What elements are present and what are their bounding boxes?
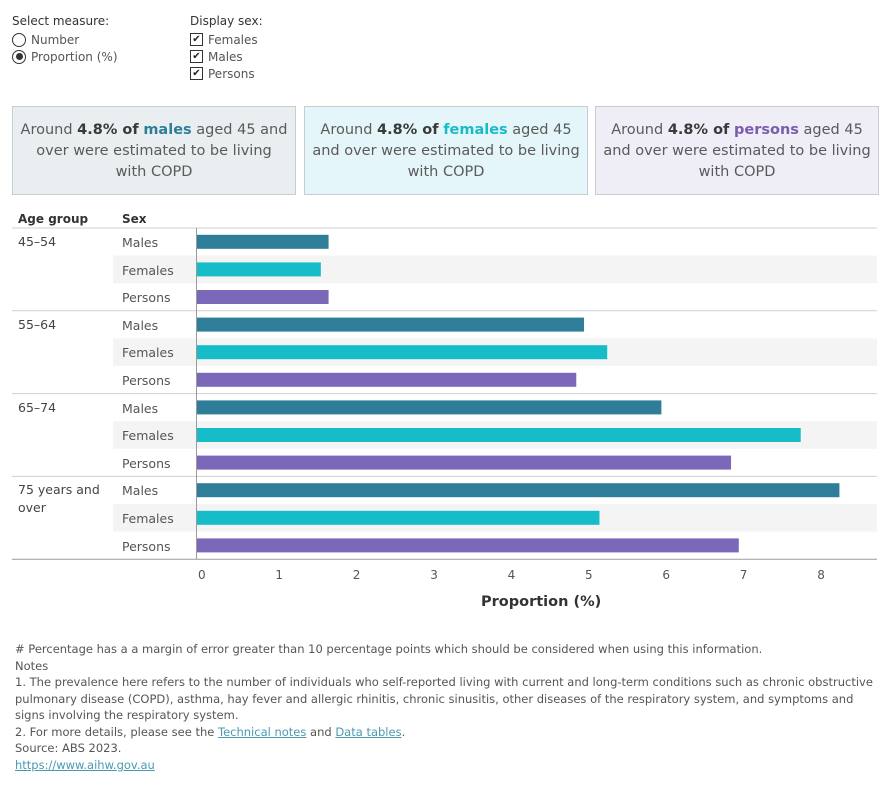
- bar-females[interactable]: [197, 510, 600, 525]
- sex-label: Persons: [122, 538, 171, 554]
- card-group: males: [143, 122, 192, 138]
- card-value: 4.8% of: [377, 122, 439, 138]
- sex-title: Display sex:: [190, 14, 263, 28]
- bar-males[interactable]: [197, 317, 584, 332]
- measure-title: Select measure:: [12, 14, 110, 28]
- females-checkbox[interactable]: ✔: [190, 33, 203, 46]
- card-suffix: aged 45 and over were estimated to be li…: [312, 122, 580, 180]
- x-tick-label: 0: [198, 568, 206, 582]
- sex-label: Persons: [122, 290, 171, 306]
- x-axis-title: Proportion (%): [481, 594, 602, 610]
- measure-proportion-radio[interactable]: [12, 49, 26, 64]
- x-tick-label: 8: [817, 568, 825, 582]
- x-tick-label: 4: [507, 568, 516, 582]
- card-prefix: Around: [611, 122, 668, 138]
- sex-header: Sex: [122, 212, 147, 226]
- bar-persons[interactable]: [197, 372, 577, 387]
- sex-label: Females: [122, 345, 174, 361]
- sex-label: Females: [122, 511, 174, 526]
- sex-control: Display sex: ✔ Females ✔ Males ✔ Persons: [190, 14, 263, 82]
- x-tick-label: 1: [275, 568, 284, 582]
- bar-males[interactable]: [197, 400, 662, 415]
- persons-label[interactable]: Persons: [208, 66, 255, 81]
- sex-label: Females: [122, 262, 174, 278]
- age-group-label: 55–64: [18, 316, 57, 332]
- sex-label: Males: [122, 400, 159, 416]
- sex-label: Persons: [122, 455, 171, 471]
- sex-option-persons[interactable]: ✔ Persons: [190, 65, 263, 82]
- sex-label: Males: [122, 483, 159, 499]
- bar-persons[interactable]: [197, 455, 732, 470]
- notes-section: # Percentage has a a margin of error gre…: [15, 641, 875, 773]
- card-value: 4.8% of: [667, 122, 730, 138]
- sex-label: Females: [122, 428, 174, 444]
- summary-card-persons: Around 4.8% of persons aged 45 and over …: [595, 106, 879, 195]
- bar-chart: [12, 227, 877, 560]
- x-tick-label: 2: [352, 568, 361, 582]
- measure-proportion-label[interactable]: Proportion (%): [31, 49, 118, 64]
- bar-females[interactable]: [197, 262, 321, 277]
- x-tick-label: 7: [739, 568, 748, 582]
- card-group: persons: [733, 122, 799, 138]
- aihw-url-link[interactable]: https://www.aihw.gov.au: [15, 757, 155, 772]
- sex-label: Persons: [122, 373, 171, 388]
- summary-card-males: Around 4.8% of males aged 45 and over we…: [12, 106, 296, 195]
- summary-card-females: Around 4.8% of females aged 45 and over …: [304, 106, 588, 195]
- data-tables-link[interactable]: Data tables: [335, 724, 402, 739]
- x-tick-label: 6: [662, 568, 671, 582]
- card-prefix: Around: [20, 122, 78, 138]
- age-group-label: 45–54: [18, 234, 57, 249]
- card-value: 4.8% of: [77, 122, 139, 138]
- sex-label: Males: [122, 235, 159, 250]
- card-suffix: aged 45 and over were estimated to be li…: [36, 122, 288, 180]
- measure-option-number[interactable]: Number: [12, 31, 118, 48]
- persons-checkbox[interactable]: ✔: [190, 67, 203, 80]
- bar-persons[interactable]: [197, 290, 329, 304]
- measure-number-label[interactable]: Number: [31, 32, 80, 47]
- age-group-header: Age group: [18, 212, 89, 226]
- sex-option-males[interactable]: ✔ Males: [190, 48, 263, 65]
- source-text: Source: ABS 2023.: [15, 741, 122, 755]
- age-group-label: 65–74: [18, 399, 57, 415]
- females-label[interactable]: Females: [208, 32, 258, 47]
- notes-heading: Notes: [15, 658, 49, 673]
- measure-number-radio[interactable]: [12, 32, 26, 47]
- sex-label: Males: [122, 317, 159, 333]
- x-tick-label: 3: [430, 568, 438, 582]
- sex-option-females[interactable]: ✔ Females: [190, 31, 263, 48]
- note-2-suffix: .: [401, 724, 406, 739]
- bar-females[interactable]: [197, 428, 801, 442]
- note-2-and: and: [306, 724, 336, 739]
- age-group-label: 75 years and over: [18, 482, 100, 516]
- x-tick-label: 5: [585, 568, 593, 582]
- card-group: females: [443, 122, 508, 138]
- card-prefix: Around: [320, 122, 378, 138]
- card-suffix: aged 45 and over were estimated to be li…: [603, 122, 871, 180]
- measure-option-proportion[interactable]: Proportion (%): [12, 48, 118, 65]
- bar-persons[interactable]: [197, 538, 739, 553]
- bar-males[interactable]: [197, 234, 329, 249]
- note-1: 1. The prevalence here refers to the num…: [15, 675, 873, 722]
- males-checkbox[interactable]: ✔: [190, 50, 203, 63]
- bar-females[interactable]: [197, 345, 608, 360]
- note-2: 2. For more details, please see the Tech…: [15, 724, 875, 741]
- note-2-prefix: 2. For more details, please see the: [15, 724, 218, 739]
- bar-males[interactable]: [197, 483, 840, 498]
- males-label[interactable]: Males: [208, 49, 243, 64]
- technical-notes-link[interactable]: Technical notes: [218, 724, 307, 739]
- measure-control: Select measure: Number Proportion (%): [12, 14, 118, 65]
- margin-note: # Percentage has a a margin of error gre…: [15, 642, 763, 656]
